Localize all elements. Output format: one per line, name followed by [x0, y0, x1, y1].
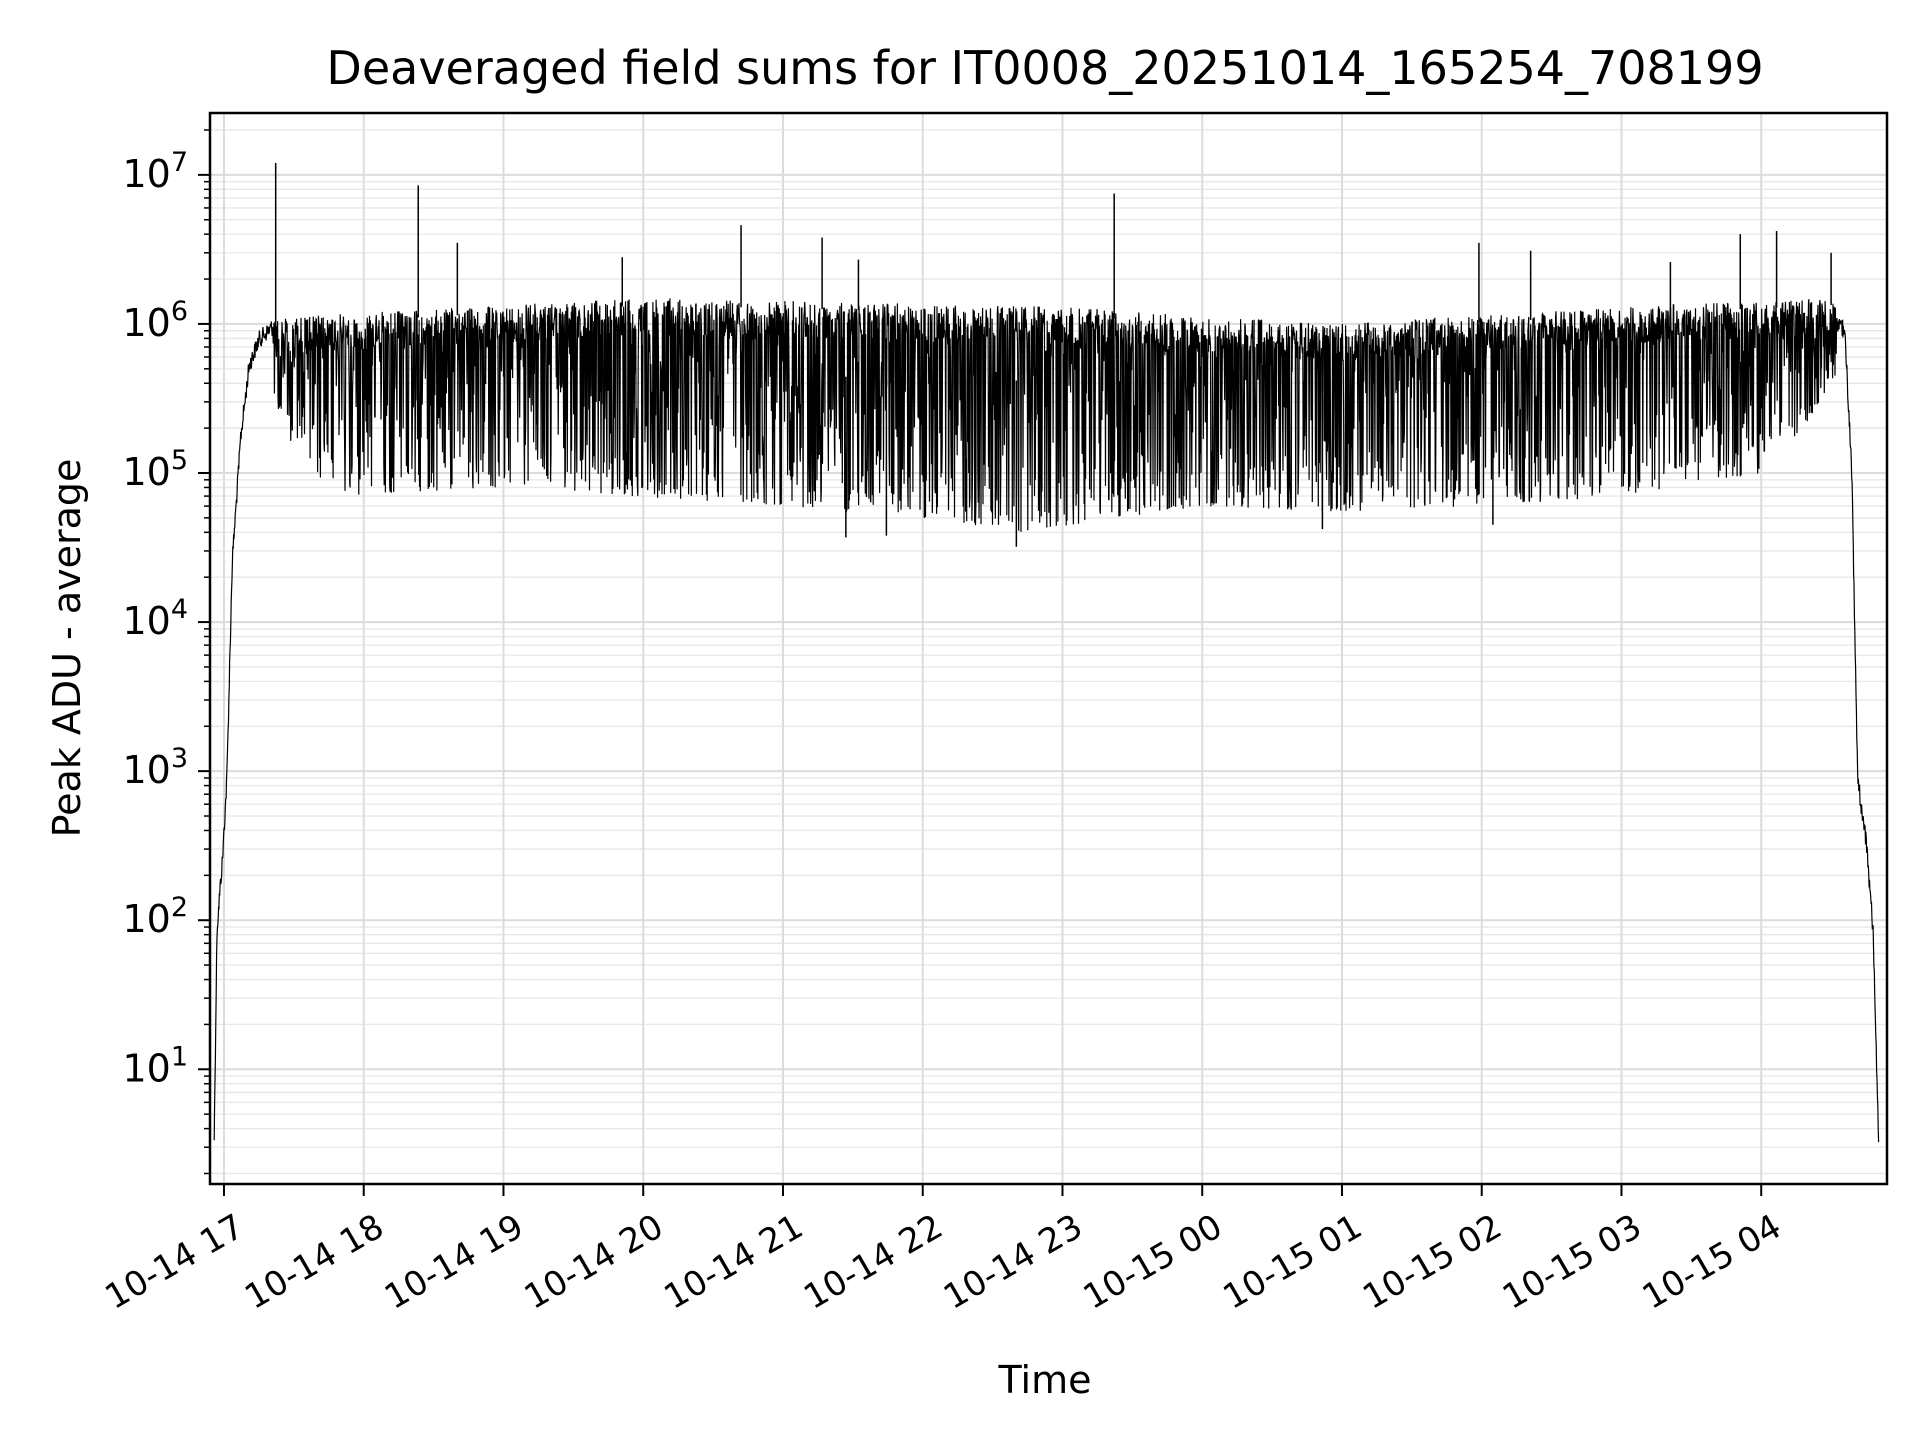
- grid-lines: [210, 113, 1887, 1184]
- data-series: [213, 163, 1880, 1143]
- y-axis: 101 102 103 104 105 106 107: [122, 129, 210, 1175]
- x-axis-label: Time: [998, 1358, 1092, 1402]
- y-tick-label: 102: [122, 892, 188, 941]
- series-line: [213, 298, 1880, 1143]
- plot-frame: [208, 111, 1889, 1186]
- y-axis-label: Peak ADU - average: [45, 459, 89, 838]
- y-tick-label: 101: [122, 1041, 188, 1090]
- y-tick-label: 106: [122, 296, 188, 345]
- y-tick-label: 103: [122, 743, 188, 792]
- y-tick-label: 105: [122, 445, 188, 494]
- chart-title: Deaveraged field sums for IT0008_2025101…: [326, 41, 1763, 95]
- y-tick-label: 107: [122, 147, 188, 196]
- y-tick-label: 104: [122, 594, 188, 643]
